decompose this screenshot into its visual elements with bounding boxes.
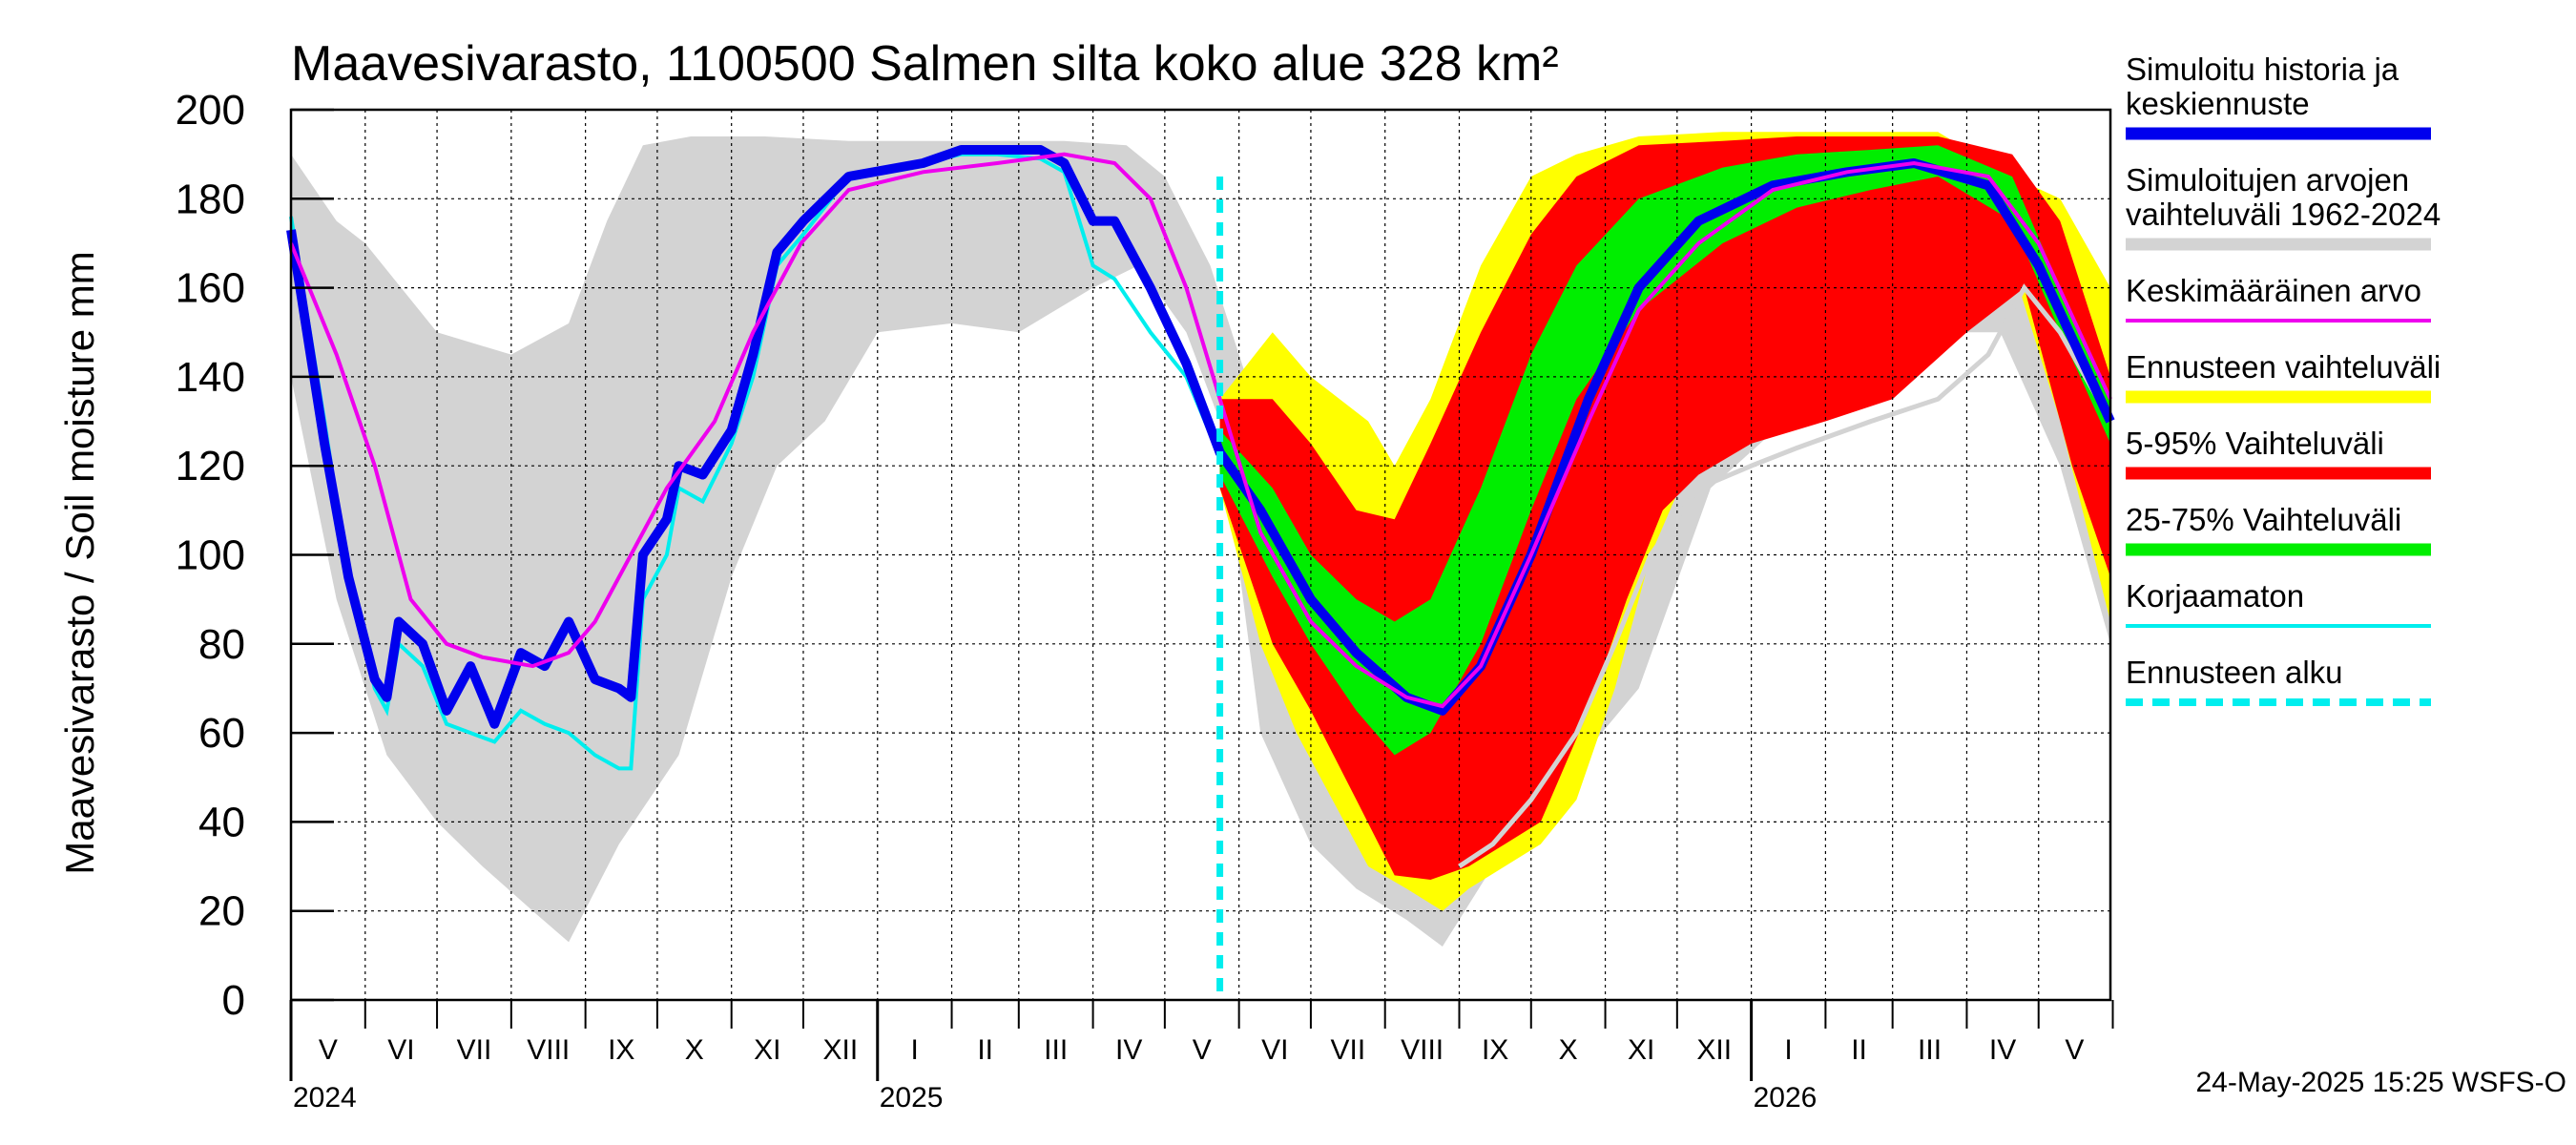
simulated-line bbox=[286, 145, 2115, 729]
legend-label: Ennusteen alku bbox=[2126, 655, 2343, 690]
month-label: IX bbox=[1482, 1034, 1508, 1066]
legend-label: Simuloitu historia ja bbox=[2126, 52, 2399, 87]
legend-label: Korjaamaton bbox=[2126, 578, 2304, 614]
series-lines bbox=[286, 145, 2115, 1000]
legend-label: 5-95% Vaihteluväli bbox=[2126, 426, 2384, 461]
axes: 0 20 40 60 80 100 120 140 160 180 200 2024 2025 2026 V… bbox=[176, 87, 2114, 1114]
month-label: III bbox=[1918, 1034, 1942, 1066]
y-tick-label: 200 bbox=[176, 87, 245, 134]
legend-item: Keskimääräinen arvo bbox=[2126, 273, 2431, 323]
month-label: III bbox=[1044, 1034, 1068, 1066]
y-tick-label: 180 bbox=[176, 176, 245, 222]
y-tick-label: 120 bbox=[176, 443, 245, 489]
grid-lines bbox=[291, 110, 2110, 1000]
legend-label: vaihteluväli 1962-2024 bbox=[2126, 197, 2441, 232]
grey-line bbox=[1458, 283, 2113, 869]
month-label: V bbox=[2065, 1034, 2084, 1066]
month-label: IV bbox=[1989, 1034, 2016, 1066]
month-label: IX bbox=[608, 1034, 634, 1066]
month-label: XII bbox=[1696, 1034, 1732, 1066]
month-label: VI bbox=[387, 1034, 414, 1066]
uncorrected-line bbox=[289, 152, 1222, 771]
month-label: VII bbox=[457, 1034, 492, 1066]
month-label: II bbox=[977, 1034, 993, 1066]
month-label: I bbox=[1784, 1034, 1792, 1066]
y-tick-label: 0 bbox=[222, 977, 245, 1024]
legend-label: 25-75% Vaihteluväli bbox=[2126, 502, 2401, 537]
y-tick-label: 60 bbox=[198, 710, 245, 757]
legend-label: keskiennuste bbox=[2126, 86, 2310, 121]
month-label: V bbox=[1193, 1034, 1212, 1066]
month-label: II bbox=[1851, 1034, 1867, 1066]
month-label: I bbox=[910, 1034, 918, 1066]
legend-label: Keskimääräinen arvo bbox=[2126, 273, 2421, 308]
legend-item: Korjaamaton bbox=[2126, 578, 2431, 628]
month-label: X bbox=[685, 1034, 704, 1066]
timestamp-footer: 24-May-2025 15:25 WSFS-O bbox=[2196, 1067, 2567, 1098]
y-tick-label: 40 bbox=[198, 799, 245, 845]
month-label: XI bbox=[1628, 1034, 1654, 1066]
month-label: XI bbox=[754, 1034, 780, 1066]
legend-item: Ennusteen vaihteluväli bbox=[2126, 349, 2441, 404]
chart-title: Maavesivarasto, 1100500 Salmen silta kok… bbox=[291, 36, 1559, 92]
month-label: IV bbox=[1115, 1034, 1142, 1066]
legend: Simuloitu historia jakeskiennusteSimuloi… bbox=[2126, 52, 2441, 706]
legend-item: Ennusteen alku bbox=[2126, 655, 2431, 706]
range-25-75-area bbox=[1219, 145, 2110, 756]
legend-item: 25-75% Vaihteluväli bbox=[2126, 502, 2431, 556]
year-label: 2025 bbox=[880, 1082, 944, 1114]
month-label: XII bbox=[823, 1034, 859, 1066]
mean-line bbox=[289, 152, 2112, 709]
year-label: 2024 bbox=[293, 1082, 357, 1114]
legend-item: 5-95% Vaihteluväli bbox=[2126, 426, 2431, 480]
month-label: V bbox=[319, 1034, 338, 1066]
month-label: X bbox=[1559, 1034, 1578, 1066]
month-label: VII bbox=[1330, 1034, 1365, 1066]
month-label: VI bbox=[1261, 1034, 1288, 1066]
legend-label: Simuloitujen arvojen bbox=[2126, 162, 2409, 198]
y-tick-label: 80 bbox=[198, 621, 245, 668]
month-label: VIII bbox=[1401, 1034, 1444, 1066]
forecast-bands bbox=[1219, 132, 2110, 911]
legend-label: Ennusteen vaihteluväli bbox=[2126, 349, 2441, 385]
y-tick-label: 140 bbox=[176, 354, 245, 401]
year-label: 2026 bbox=[1754, 1082, 1818, 1114]
y-tick-label: 20 bbox=[198, 888, 245, 935]
y-axis-label: Maavesivarasto / Soil moisture mm bbox=[57, 251, 102, 875]
y-tick-label: 160 bbox=[176, 265, 245, 312]
month-label: VIII bbox=[527, 1034, 570, 1066]
y-tick-label: 100 bbox=[176, 532, 245, 579]
